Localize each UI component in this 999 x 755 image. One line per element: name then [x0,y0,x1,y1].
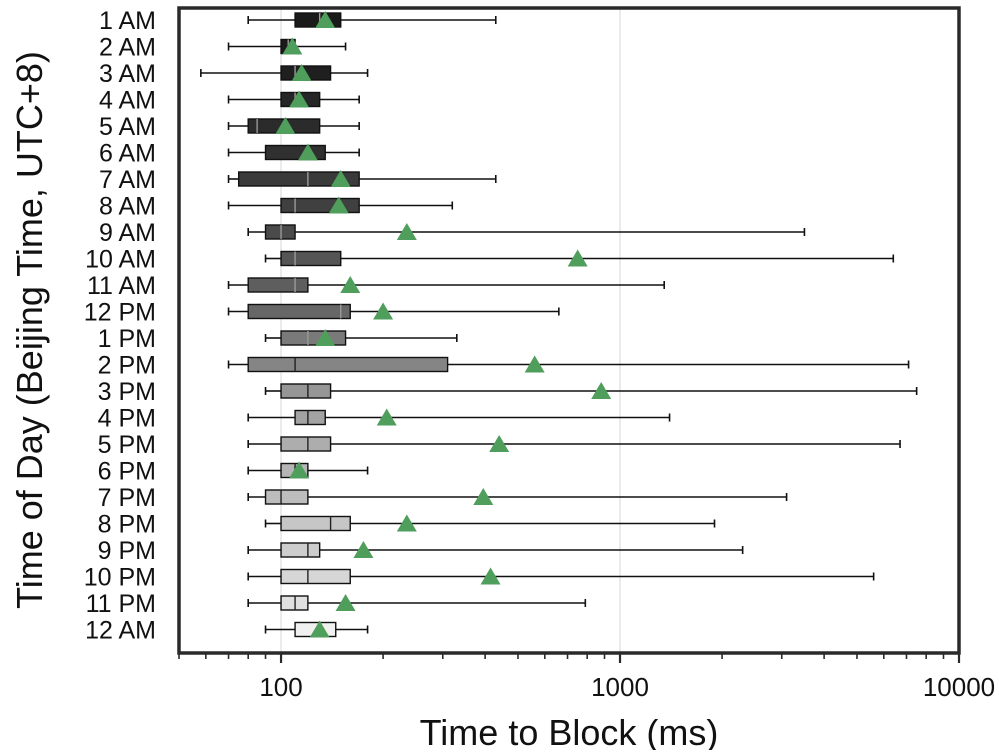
box-row-11-am [227,276,666,293]
y-tick-label: 2 PM [98,352,156,380]
iqr-box [280,197,360,214]
y-tick-label: 6 PM [98,458,156,486]
mean-marker [396,514,417,532]
box-row-10-pm [247,567,875,585]
mean-marker [340,276,361,293]
y-tick-label: 10 AM [85,246,156,274]
iqr-box [264,224,296,240]
iqr-box [280,383,332,399]
y-tick-label: 3 AM [99,60,156,88]
mean-marker [353,541,374,558]
box-row-7-pm [247,488,788,505]
mean-marker [328,196,349,214]
iqr-box [280,568,351,585]
y-tick-label: 5 AM [99,113,156,141]
y-tick-label: 7 AM [99,166,156,194]
mean-marker [396,223,417,240]
mean-marker [289,90,310,108]
y-tick-label: 12 PM [84,299,156,327]
box-row-9-am [247,223,806,240]
iqr-box [280,436,332,452]
y-tick-label: 8 PM [98,511,156,539]
mean-marker [315,329,336,346]
mean-marker [289,461,310,479]
y-tick-label: 8 AM [99,193,156,221]
box-row-7-am [227,170,497,187]
mean-marker [297,143,318,161]
x-axis: 100 1000 10000 [178,653,995,702]
box-row-10-am [264,249,895,267]
y-tick-label: 11 PM [86,590,156,618]
iqr-box [237,171,360,187]
box-row-1-pm [264,329,458,346]
y-tick-label: 4 AM [99,87,156,115]
y-tick-label: 7 PM [98,484,156,512]
iqr-box [280,330,347,346]
plot-frame [177,6,961,655]
y-tick-label: 1 AM [99,7,156,35]
box-row-2-am [227,37,347,55]
mean-marker [376,408,397,426]
mean-marker [309,620,330,638]
mean-marker [480,567,501,585]
mean-marker [315,11,336,28]
box-row-9-pm [247,541,744,558]
iqr-box [280,542,321,558]
mean-marker [567,249,588,267]
mean-marker [335,594,356,611]
iqr-box [294,409,326,426]
y-tick-label: 5 PM [98,431,156,459]
y-tick-label: 12 AM [85,617,156,645]
box-row-12-am [264,620,369,638]
y-tick-label: 10 PM [84,564,156,592]
box-row-2-pm [227,355,910,373]
box-row-12-pm [227,302,560,320]
iqr-box [264,144,326,161]
iqr-box [280,515,351,532]
box-row-6-am [227,143,360,161]
iqr-box [264,489,309,505]
y-axis-title: Time of Day (Beijing Time, UTC+8) [9,51,50,609]
y-tick-label: 9 PM [98,537,156,565]
mean-marker [591,382,612,399]
mean-marker [291,64,312,81]
y-tick-label: 1 PM [98,325,156,353]
mean-marker [473,488,494,505]
x-tick-label-10000: 10000 [923,672,995,702]
mean-marker [330,170,351,187]
x-tick-label-100: 100 [259,672,302,702]
box-row-3-am [200,64,369,81]
y-tick-label: 2 AM [99,34,156,62]
iqr-box [280,250,342,267]
mean-marker [282,37,303,55]
box-row-11-pm [247,594,587,611]
x-axis-title: Time to Block (ms) [420,712,719,750]
box-row-1-am [247,11,497,28]
box-row-8-pm [264,514,716,532]
box-row-4-am [227,90,360,108]
box-row-8-am [227,196,454,214]
box-row-6-pm [247,461,369,479]
y-tick-label: 6 AM [99,140,156,168]
iqr-box [247,277,309,293]
box-row-5-am [227,117,360,134]
x-tick-label-1000: 1000 [591,672,649,702]
y-tick-label: 9 AM [99,219,156,247]
iqr-box [247,303,351,320]
mean-marker [275,117,296,134]
box-row-5-pm [247,435,901,452]
y-tick-label: 4 PM [98,405,156,433]
box-row-3-pm [264,382,918,399]
iqr-box [247,356,449,373]
mean-marker [524,355,545,373]
mean-marker [373,302,394,320]
y-tick-label: 11 AM [87,272,156,300]
box-row-4-pm [247,408,671,426]
mean-marker [489,435,510,452]
y-tick-label: 3 PM [98,378,156,406]
boxes-layer [200,11,918,638]
